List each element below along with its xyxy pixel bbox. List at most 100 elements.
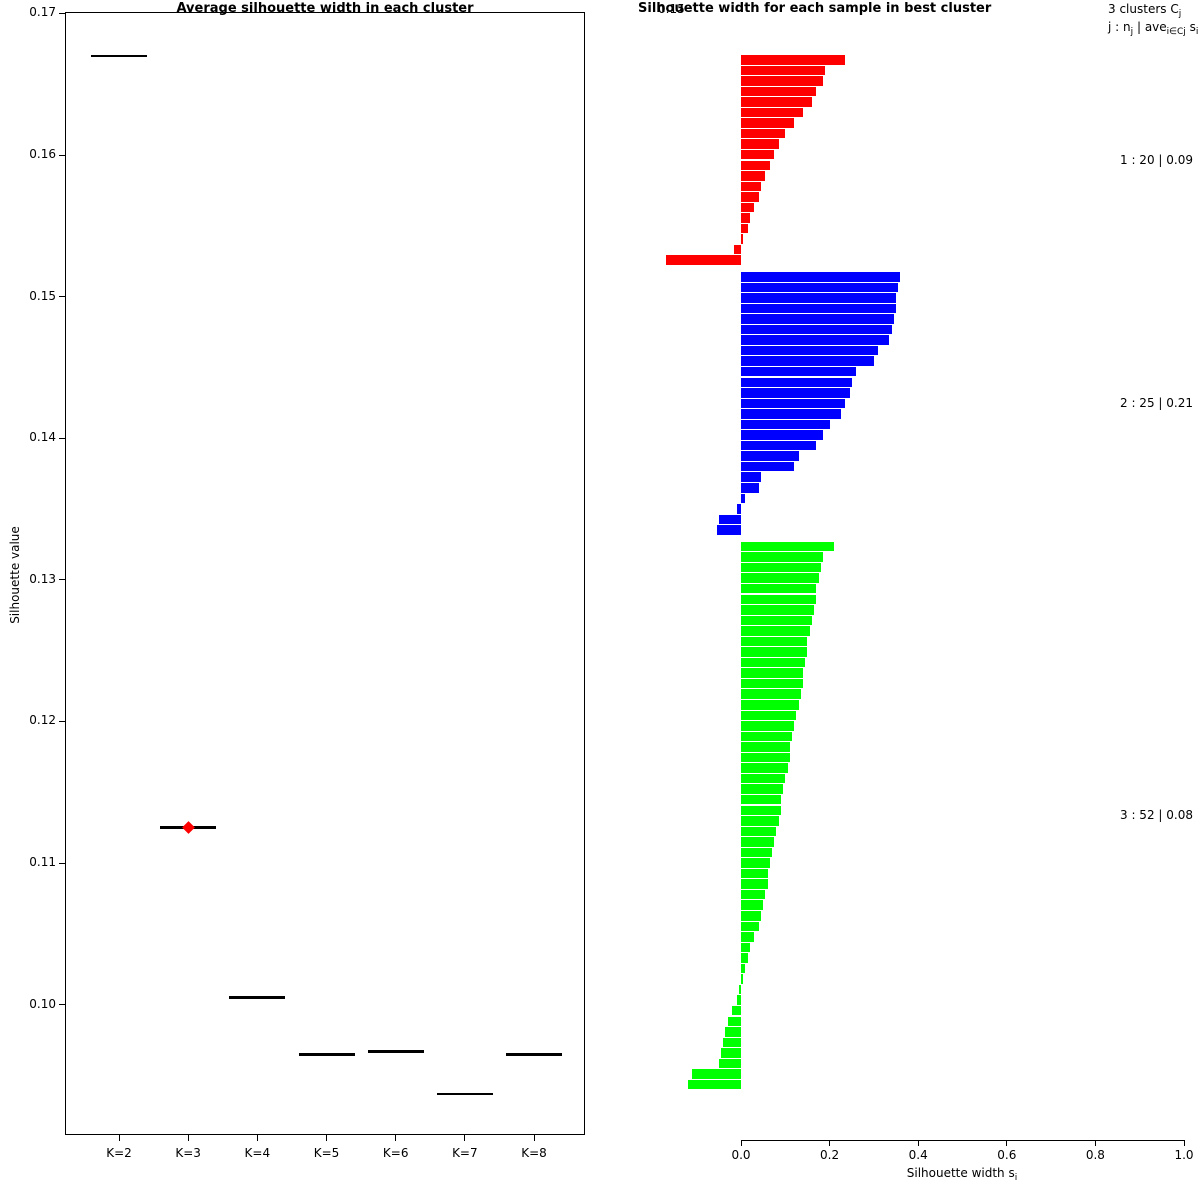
silhouette-bar [741, 234, 744, 244]
best-k-diamond-icon [181, 821, 195, 835]
silhouette-bar [741, 911, 761, 921]
x-tick-label: K=8 [521, 1146, 547, 1160]
silhouette-bar [741, 826, 777, 837]
silhouette-bar [741, 171, 766, 181]
silhouette-bar [718, 514, 741, 525]
silhouette-bar [741, 562, 821, 573]
silhouette-bar [741, 932, 755, 942]
silhouette-bar [741, 784, 784, 794]
silhouette-bar [741, 493, 746, 504]
x-tick-mark [256, 1135, 258, 1141]
silhouette-bar [741, 324, 892, 335]
silhouette-bar [741, 149, 775, 160]
x-tick-label: K=7 [452, 1146, 478, 1160]
text-part: Silhouette width s [906, 1166, 1015, 1180]
silhouette-bar [741, 889, 766, 900]
silhouette-bar [741, 440, 817, 451]
avg-silhouette-segment [298, 1053, 355, 1056]
x-tick-label: K=5 [313, 1146, 340, 1160]
silhouette-bar [736, 504, 741, 514]
silhouette-bar [741, 731, 792, 742]
silhouette-bar [741, 65, 826, 76]
silhouette-bar [741, 953, 748, 963]
silhouette-bar [741, 377, 852, 388]
silhouette-bar [741, 900, 764, 910]
silhouette-bar [741, 700, 799, 710]
avg-silhouette-segment [506, 1053, 563, 1056]
silhouette-bar [741, 419, 830, 430]
legend-line: j : nj | avei∈Cj si [1108, 20, 1198, 37]
x-tick-label: 0.4 [908, 1148, 928, 1162]
silhouette-bar [741, 636, 808, 647]
avg-silhouette-segment [436, 1092, 493, 1096]
silhouette-bar [741, 773, 786, 784]
y-tick-label: 0.16 [29, 147, 56, 162]
y-tick-label: 0.14 [29, 430, 56, 445]
y-tick-mark [59, 12, 65, 14]
silhouette-bar [741, 710, 797, 721]
right-x-axis-label: Silhouette width si [907, 1166, 1018, 1183]
silhouette-bar [741, 461, 795, 472]
silhouette-bar [734, 244, 741, 255]
silhouette-bar [741, 752, 790, 763]
y-tick-label: 0.13 [29, 571, 56, 586]
silhouette-bar [665, 255, 741, 265]
silhouette-bar [741, 837, 775, 847]
silhouette-bar [687, 1079, 741, 1090]
y-tick-mark [59, 296, 65, 298]
y-tick-mark [59, 720, 65, 722]
silhouette-bar [741, 721, 795, 731]
x-tick-mark [917, 1140, 919, 1146]
silhouette-bar [741, 356, 874, 366]
stray-axis-label: 0.15 [658, 2, 685, 16]
x-tick-mark [740, 1140, 742, 1146]
text-part: | ave [1133, 20, 1167, 34]
x-tick-label: K=2 [106, 1146, 132, 1160]
silhouette-bar [741, 272, 901, 282]
x-tick-mark [464, 1135, 466, 1141]
silhouette-bar [741, 605, 815, 615]
y-tick-mark [59, 154, 65, 156]
silhouette-bar [741, 942, 750, 953]
y-tick-mark [59, 862, 65, 864]
x-tick-mark [533, 1135, 535, 1141]
silhouette-bar [741, 76, 823, 86]
silhouette-bar [741, 583, 817, 594]
silhouette-bar [741, 483, 759, 493]
silhouette-bar [741, 107, 804, 118]
silhouette-bar [741, 293, 897, 303]
x-tick-mark [395, 1135, 397, 1141]
x-tick-mark [118, 1135, 120, 1141]
silhouette-bar [741, 202, 755, 213]
right-chart-title: Silhouette width for each sample in best… [638, 1, 992, 16]
silhouette-bar [741, 868, 768, 879]
x-tick-mark [1183, 1140, 1185, 1146]
silhouette-bar [741, 742, 790, 752]
silhouette-bar [725, 1027, 741, 1037]
avg-silhouette-segment [91, 54, 147, 58]
silhouette-bar [741, 847, 772, 858]
silhouette-bar [741, 816, 779, 826]
subscript-text: i [1014, 1173, 1018, 1183]
x-tick-label: 0.6 [997, 1148, 1017, 1162]
silhouette-bar [741, 160, 770, 171]
y-tick-label: 0.17 [29, 5, 56, 20]
silhouette-bar [741, 668, 804, 678]
silhouette-bar [716, 525, 741, 535]
silhouette-bar [741, 974, 744, 984]
silhouette-bar [741, 366, 857, 377]
y-tick-label: 0.10 [29, 996, 56, 1011]
silhouette-bar [741, 541, 835, 552]
silhouette-bar [741, 213, 750, 223]
silhouette-bar [741, 192, 759, 202]
y-tick-label: 0.12 [29, 713, 56, 728]
silhouette-bar [732, 1005, 741, 1016]
avg-silhouette-segment [367, 1050, 424, 1053]
silhouette-bar [741, 678, 804, 689]
silhouette-bar [741, 615, 812, 626]
silhouette-bar [721, 1048, 741, 1058]
silhouette-bar [741, 689, 801, 699]
silhouette-bar [741, 181, 761, 192]
